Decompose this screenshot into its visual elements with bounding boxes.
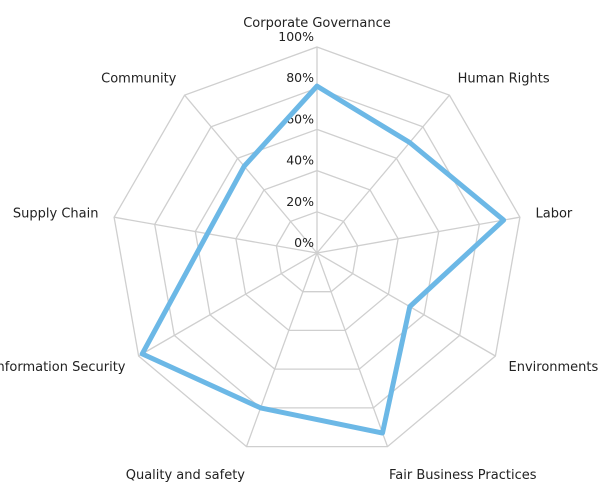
category-labels: Corporate Governance Human Rights Labor Env… — [0, 16, 599, 483]
category-label: Labor — [536, 206, 573, 221]
series-line — [139, 83, 507, 436]
tick-label: 100% — [278, 29, 314, 44]
category-label: Human Rights — [458, 71, 550, 86]
grid-spoke — [316, 216, 521, 254]
radar-grid — [113, 46, 521, 448]
radial-tick-labels: 0%20%40%60%80%100% — [278, 29, 314, 250]
category-label: Corporate Governance — [243, 16, 391, 31]
tick-label: 20% — [286, 194, 314, 209]
grid-ring — [235, 169, 399, 332]
grid-ring — [194, 128, 440, 370]
grid-spoke — [245, 252, 318, 447]
tick-label: 0% — [294, 235, 314, 250]
category-label: Community — [101, 71, 177, 86]
grid-spoke — [184, 94, 318, 254]
category-label: Supply Chain — [13, 206, 99, 221]
grid-ring — [113, 46, 521, 448]
grid-spoke — [316, 252, 496, 357]
grid-spoke — [138, 252, 318, 357]
tick-label: 80% — [286, 70, 314, 85]
grid-spoke — [316, 94, 450, 254]
category-label: Fair Business Practices — [389, 468, 537, 483]
series-layer — [139, 83, 507, 436]
tick-label: 40% — [286, 153, 314, 168]
category-label: Environments — [509, 360, 599, 375]
grid-ring — [275, 211, 359, 293]
grid-spoke — [316, 252, 389, 447]
category-label: Information Security — [0, 360, 126, 375]
grid-spoke — [113, 216, 318, 254]
category-label: Quality and safety — [126, 468, 246, 483]
